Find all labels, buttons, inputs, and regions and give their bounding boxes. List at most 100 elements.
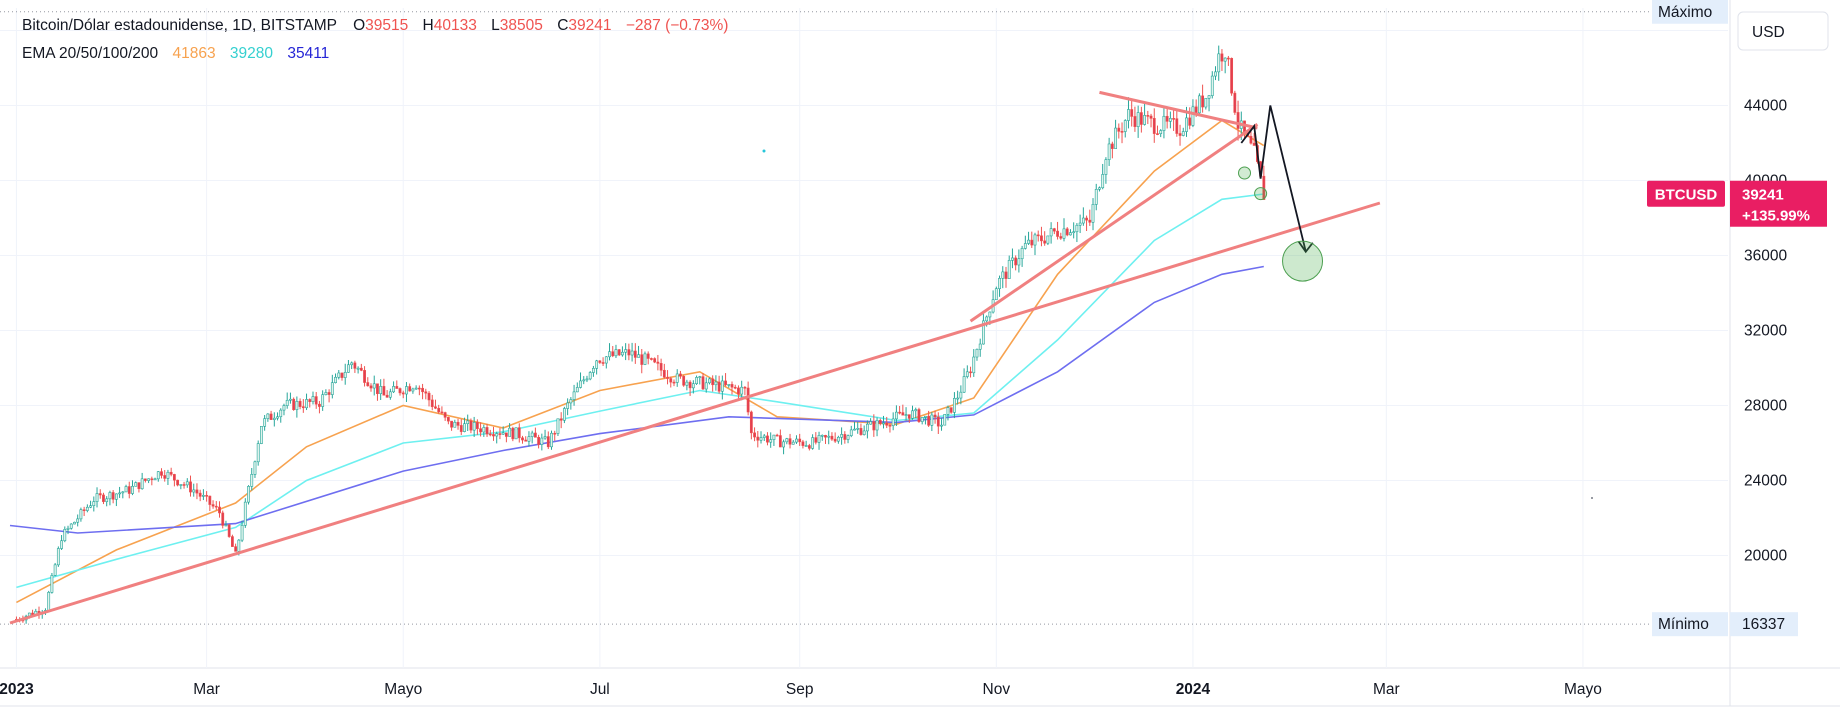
candle-body [849,429,853,436]
symbol-title[interactable]: Bitcoin/Dólar estadounidense, 1D, BITSTA… [22,17,337,34]
candle-body [482,427,486,433]
candle-body [769,439,773,443]
candle-body [943,414,947,426]
candle-body [353,362,357,369]
candle-body [73,521,76,525]
candle-body [656,361,660,364]
symbol-legend: Bitcoin/Dólar estadounidense, 1D, BITSTA… [22,17,728,35]
candle-body [1217,53,1221,73]
candle-body [495,433,499,437]
ema-title[interactable]: EMA 20/50/100/200 [22,45,159,62]
candle-body [47,592,51,611]
marker-circle[interactable] [1238,166,1252,180]
projection-path[interactable] [1240,105,1307,252]
currency-button[interactable] [1737,11,1829,51]
candle-body [1036,234,1040,237]
candle-body [127,486,131,494]
candle-body [427,392,431,401]
candle-body [582,379,586,382]
x-tick-label: Mayo [1564,681,1602,698]
candle-body [1191,106,1195,126]
candle-body [740,386,744,395]
x-tick-label: 2023 [0,681,34,698]
candle-body [695,377,698,384]
candle-body [359,367,363,371]
price-tag-box[interactable] [1730,180,1827,227]
candle-body [192,489,196,493]
currency-button-label: USD [1752,24,1785,41]
candle-body [1101,174,1105,189]
candle-body [982,320,985,345]
candle-body [488,433,492,436]
candle-body [585,378,589,381]
candle-body [305,399,308,409]
candle-body [650,358,653,360]
candle-body [1162,115,1166,131]
candle-body [811,437,814,449]
ema-legend: EMA 20/50/100/200 41863 39280 35411 [22,45,329,63]
candle-body [108,492,112,500]
candle-body [434,406,437,409]
candle-body [1214,71,1217,77]
candle-body [417,387,421,390]
candle-body [501,432,505,435]
candle-body [701,376,705,390]
candle-body [753,432,756,438]
candle-body [1136,112,1140,127]
candle-body [256,443,260,463]
candle-body [60,540,63,549]
candle-body [946,407,950,415]
candle-body [637,354,640,358]
candle-body [746,387,750,413]
candle-body [1252,142,1256,146]
candle-body [1017,258,1021,266]
candle-body [524,439,528,442]
candle-body [1233,92,1237,113]
candle-body [904,414,908,416]
marker-circle[interactable] [1254,187,1268,201]
symbol-tag-box[interactable] [1647,180,1725,207]
target-circle[interactable] [1282,240,1324,282]
candle-body [724,380,727,386]
candle-body [134,482,138,487]
candle-body [1023,243,1027,249]
stray-dot [1591,497,1593,499]
trendline-top[interactable] [1099,90,1258,130]
y-tick-label: 28000 [1744,398,1787,415]
candle-body [314,396,318,405]
candle-body [260,426,263,444]
candle-body [311,396,315,402]
candle-body [169,471,173,475]
trendline-lower[interactable] [9,201,1381,625]
candle-body [272,417,276,420]
candle-body [1040,235,1043,242]
candle-body [285,399,289,406]
candle-body [998,278,1001,289]
candle-body [1226,57,1230,60]
candle-body [276,416,279,419]
candle-body [1030,239,1034,246]
candle-body [517,427,521,439]
candle-body [1081,217,1085,224]
trendline-upper[interactable] [969,123,1259,323]
candle-body [234,546,238,552]
candle-body [1059,236,1063,239]
candle-body [205,495,209,497]
candle-body [405,386,408,395]
candle-body [856,428,860,430]
candle-body [1072,231,1076,234]
candle-body [340,372,344,378]
candle-body [66,527,70,530]
candle-body [292,398,296,411]
candle-body [1223,57,1227,62]
candle-body [1139,112,1143,125]
candle-body [1117,127,1121,132]
candle-body [766,435,769,443]
candle-body [147,478,151,481]
candle-body [376,383,379,394]
candle-body [608,351,611,358]
candle-body [646,353,650,359]
candle-body [1065,228,1069,236]
candle-body [949,407,953,413]
